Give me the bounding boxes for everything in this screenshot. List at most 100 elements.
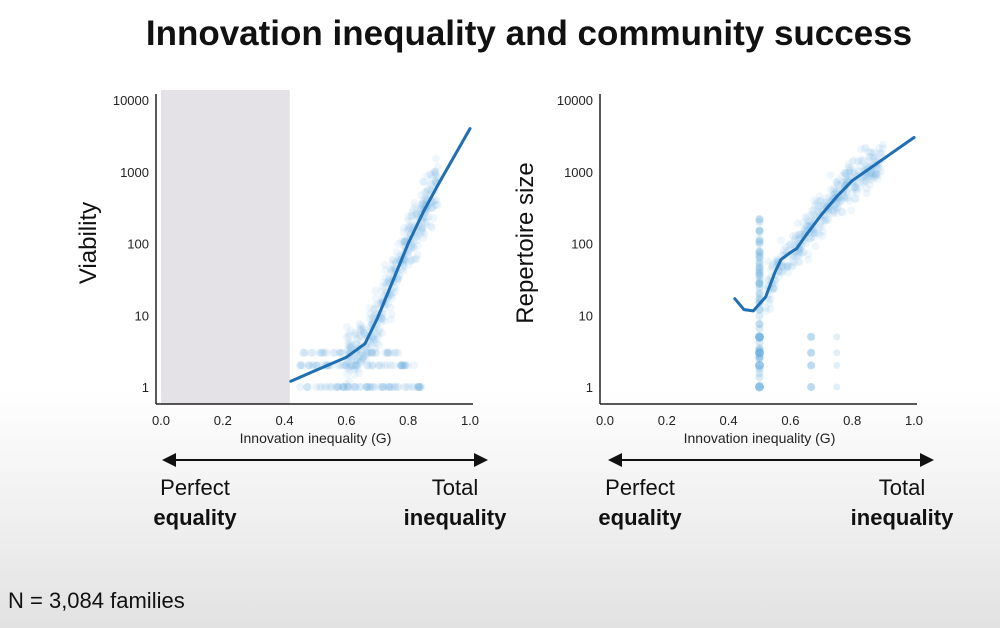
data-point (386, 361, 395, 370)
data-point (770, 284, 779, 293)
right-chart-equality-label: Perfect equality (575, 473, 705, 533)
data-point (832, 204, 841, 213)
data-point (303, 383, 312, 391)
data-point (379, 383, 388, 391)
data-point (863, 184, 872, 193)
data-point (860, 144, 869, 153)
data-point (381, 273, 390, 282)
data-point (354, 369, 363, 378)
data-point (350, 355, 359, 364)
data-point (840, 194, 849, 203)
data-point (362, 383, 371, 391)
data-point (858, 156, 867, 165)
data-point (359, 353, 368, 362)
data-point (381, 260, 390, 269)
data-point (834, 176, 843, 185)
data-point (784, 261, 793, 270)
data-point (807, 361, 816, 370)
data-point (870, 154, 879, 163)
data-point (303, 383, 312, 391)
data-point (795, 230, 804, 239)
data-point (372, 339, 381, 348)
data-point (822, 197, 831, 206)
data-point (356, 383, 365, 391)
data-point (389, 256, 398, 265)
data-point (817, 222, 826, 231)
data-point (870, 173, 879, 182)
data-point (755, 214, 764, 223)
x-tick-label: 0.4 (276, 413, 294, 428)
data-point (779, 266, 788, 275)
data-point (359, 329, 368, 338)
data-point (788, 258, 797, 267)
data-point (755, 311, 764, 320)
data-point (386, 348, 395, 357)
data-point (375, 383, 384, 391)
y-axis-label: Viability (75, 202, 102, 284)
data-point (417, 383, 426, 391)
data-point (837, 178, 846, 187)
data-point (794, 251, 803, 260)
x-axis-label: Innovation inequality (G) (684, 430, 836, 446)
data-point (315, 383, 324, 391)
data-point (347, 361, 356, 370)
data-point (399, 227, 408, 236)
data-point (822, 216, 831, 225)
data-point (365, 383, 374, 391)
data-point (869, 152, 878, 161)
data-point (374, 361, 383, 370)
data-point (422, 187, 431, 196)
data-point (332, 383, 341, 391)
data-point (384, 348, 393, 357)
data-point (816, 197, 825, 206)
data-point (372, 330, 381, 339)
data-point (830, 202, 839, 211)
data-point (418, 227, 427, 236)
data-point (854, 157, 863, 166)
data-point (795, 248, 804, 257)
data-point (369, 338, 378, 347)
data-point (384, 383, 393, 391)
data-point (366, 383, 375, 391)
data-point (816, 204, 825, 213)
data-point (755, 253, 764, 262)
data-point (339, 383, 348, 391)
data-point (382, 383, 391, 391)
data-point (755, 320, 764, 329)
data-point (409, 361, 418, 370)
data-point (316, 348, 325, 357)
data-point (371, 348, 380, 357)
data-point (308, 361, 317, 370)
data-point (350, 330, 359, 339)
data-point (306, 348, 315, 357)
data-point (363, 383, 372, 391)
data-point (323, 383, 332, 391)
data-point (834, 202, 843, 211)
data-point (849, 169, 858, 178)
data-point (875, 164, 884, 173)
data-point (841, 168, 850, 177)
inequality-line1: Total (431, 475, 479, 500)
data-point (338, 361, 347, 370)
x-tick-label: 0.6 (781, 413, 799, 428)
data-point (428, 203, 437, 212)
data-point (755, 264, 764, 273)
data-point (421, 220, 430, 229)
data-point (344, 383, 353, 391)
data-point (374, 332, 383, 341)
equality-line2: equality (598, 505, 682, 530)
data-point (366, 348, 375, 357)
data-point (399, 264, 408, 273)
data-point (417, 201, 426, 210)
data-point (404, 251, 413, 260)
data-point (393, 383, 402, 391)
data-point (431, 167, 440, 176)
data-point (845, 163, 854, 172)
data-point (296, 383, 305, 391)
data-point (755, 237, 764, 246)
data-point (855, 161, 864, 170)
data-point (846, 166, 855, 175)
data-point (844, 163, 853, 172)
arrow-right-head (920, 453, 934, 467)
data-point (755, 268, 764, 277)
